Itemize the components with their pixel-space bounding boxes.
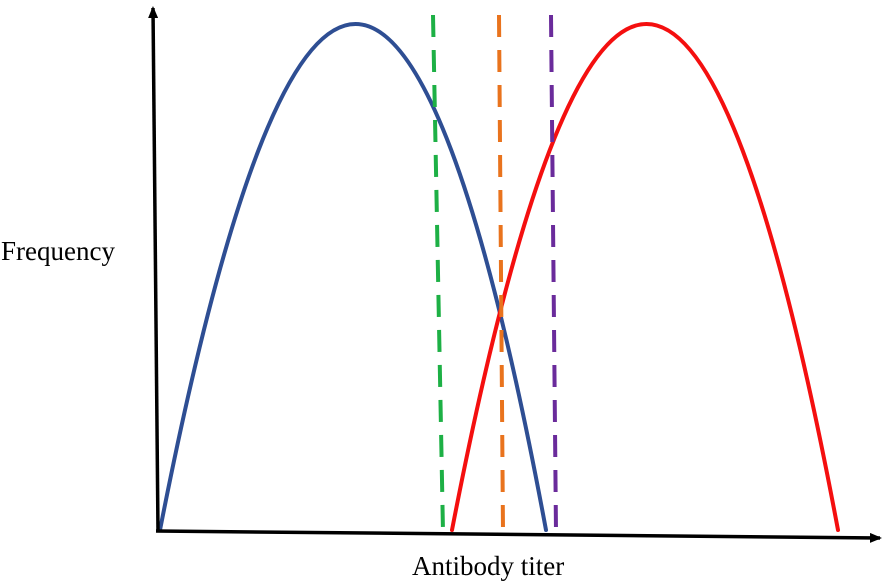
cutoff-line-purple [549, 14, 558, 533]
x-axis [155, 529, 882, 543]
cutoff-line-orange [497, 14, 505, 533]
y-axis [148, 6, 160, 533]
y-axis-label: Frequency [1, 236, 115, 266]
cutoff-line-green [431, 14, 445, 533]
positive-population-curve [450, 22, 840, 532]
negative-population-curve [158, 22, 548, 532]
x-axis-label: Antibody titer [412, 551, 564, 581]
